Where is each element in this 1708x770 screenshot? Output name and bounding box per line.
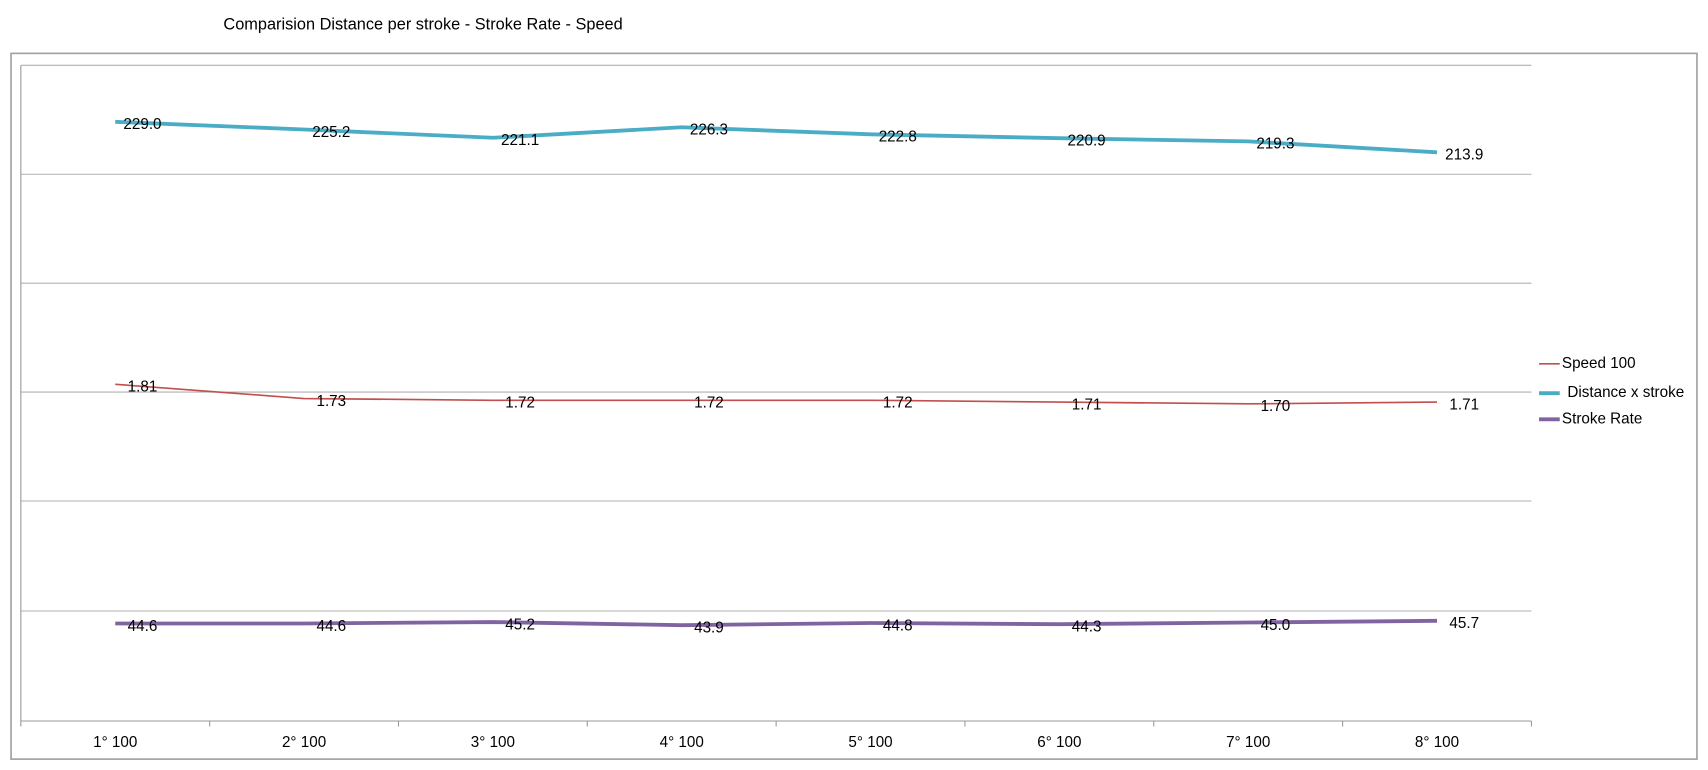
data-label: 44.6 (128, 618, 158, 635)
data-label: 1.72 (883, 395, 913, 412)
grid (20, 64, 1532, 722)
x-tick-label: 8° 100 (1415, 734, 1459, 751)
data-label: 221.1 (501, 132, 539, 149)
x-tick-label: 4° 100 (660, 734, 704, 751)
data-label: 44.6 (316, 618, 346, 635)
x-tick-label: 2° 100 (282, 734, 326, 751)
data-label: 213.9 (1445, 147, 1483, 164)
data-label: 1.72 (505, 395, 535, 412)
series-line (115, 618, 1438, 628)
data-label: 1.81 (128, 379, 158, 396)
chart-frame (10, 52, 1698, 760)
series-line (115, 383, 1438, 405)
data-label: 44.3 (1072, 619, 1102, 636)
x-tick-label: 1° 100 (93, 734, 137, 751)
data-label: 229.0 (123, 116, 161, 133)
x-tick-label: 7° 100 (1226, 734, 1270, 751)
x-tick-label: 3° 100 (471, 734, 515, 751)
data-label: 226.3 (690, 122, 728, 139)
data-label: 220.9 (1068, 132, 1106, 149)
x-tick-label: 5° 100 (848, 734, 892, 751)
data-label: 1.71 (1072, 396, 1102, 413)
data-label: 44.8 (883, 617, 913, 634)
data-label: 43.9 (694, 619, 724, 636)
chart-title: Comparision Distance per stroke - Stroke… (223, 15, 622, 33)
data-label: 1.73 (316, 393, 346, 410)
data-label: 45.2 (505, 616, 535, 633)
data-label: 45.0 (1261, 617, 1291, 634)
x-tick-label: 6° 100 (1037, 734, 1081, 751)
series-line (115, 119, 1438, 155)
data-label: 222.8 (879, 129, 917, 146)
legend-label: Stroke Rate (1562, 410, 1642, 427)
data-label: 1.72 (694, 395, 724, 412)
data-label: 1.70 (1261, 398, 1291, 415)
data-label: 225.2 (312, 124, 350, 141)
data-label: 45.7 (1449, 615, 1479, 632)
legend-label: Distance x stroke (1567, 384, 1684, 401)
data-label: 1.71 (1449, 396, 1479, 413)
legend-label: Speed 100 (1562, 355, 1636, 372)
data-label: 219.3 (1256, 136, 1294, 153)
